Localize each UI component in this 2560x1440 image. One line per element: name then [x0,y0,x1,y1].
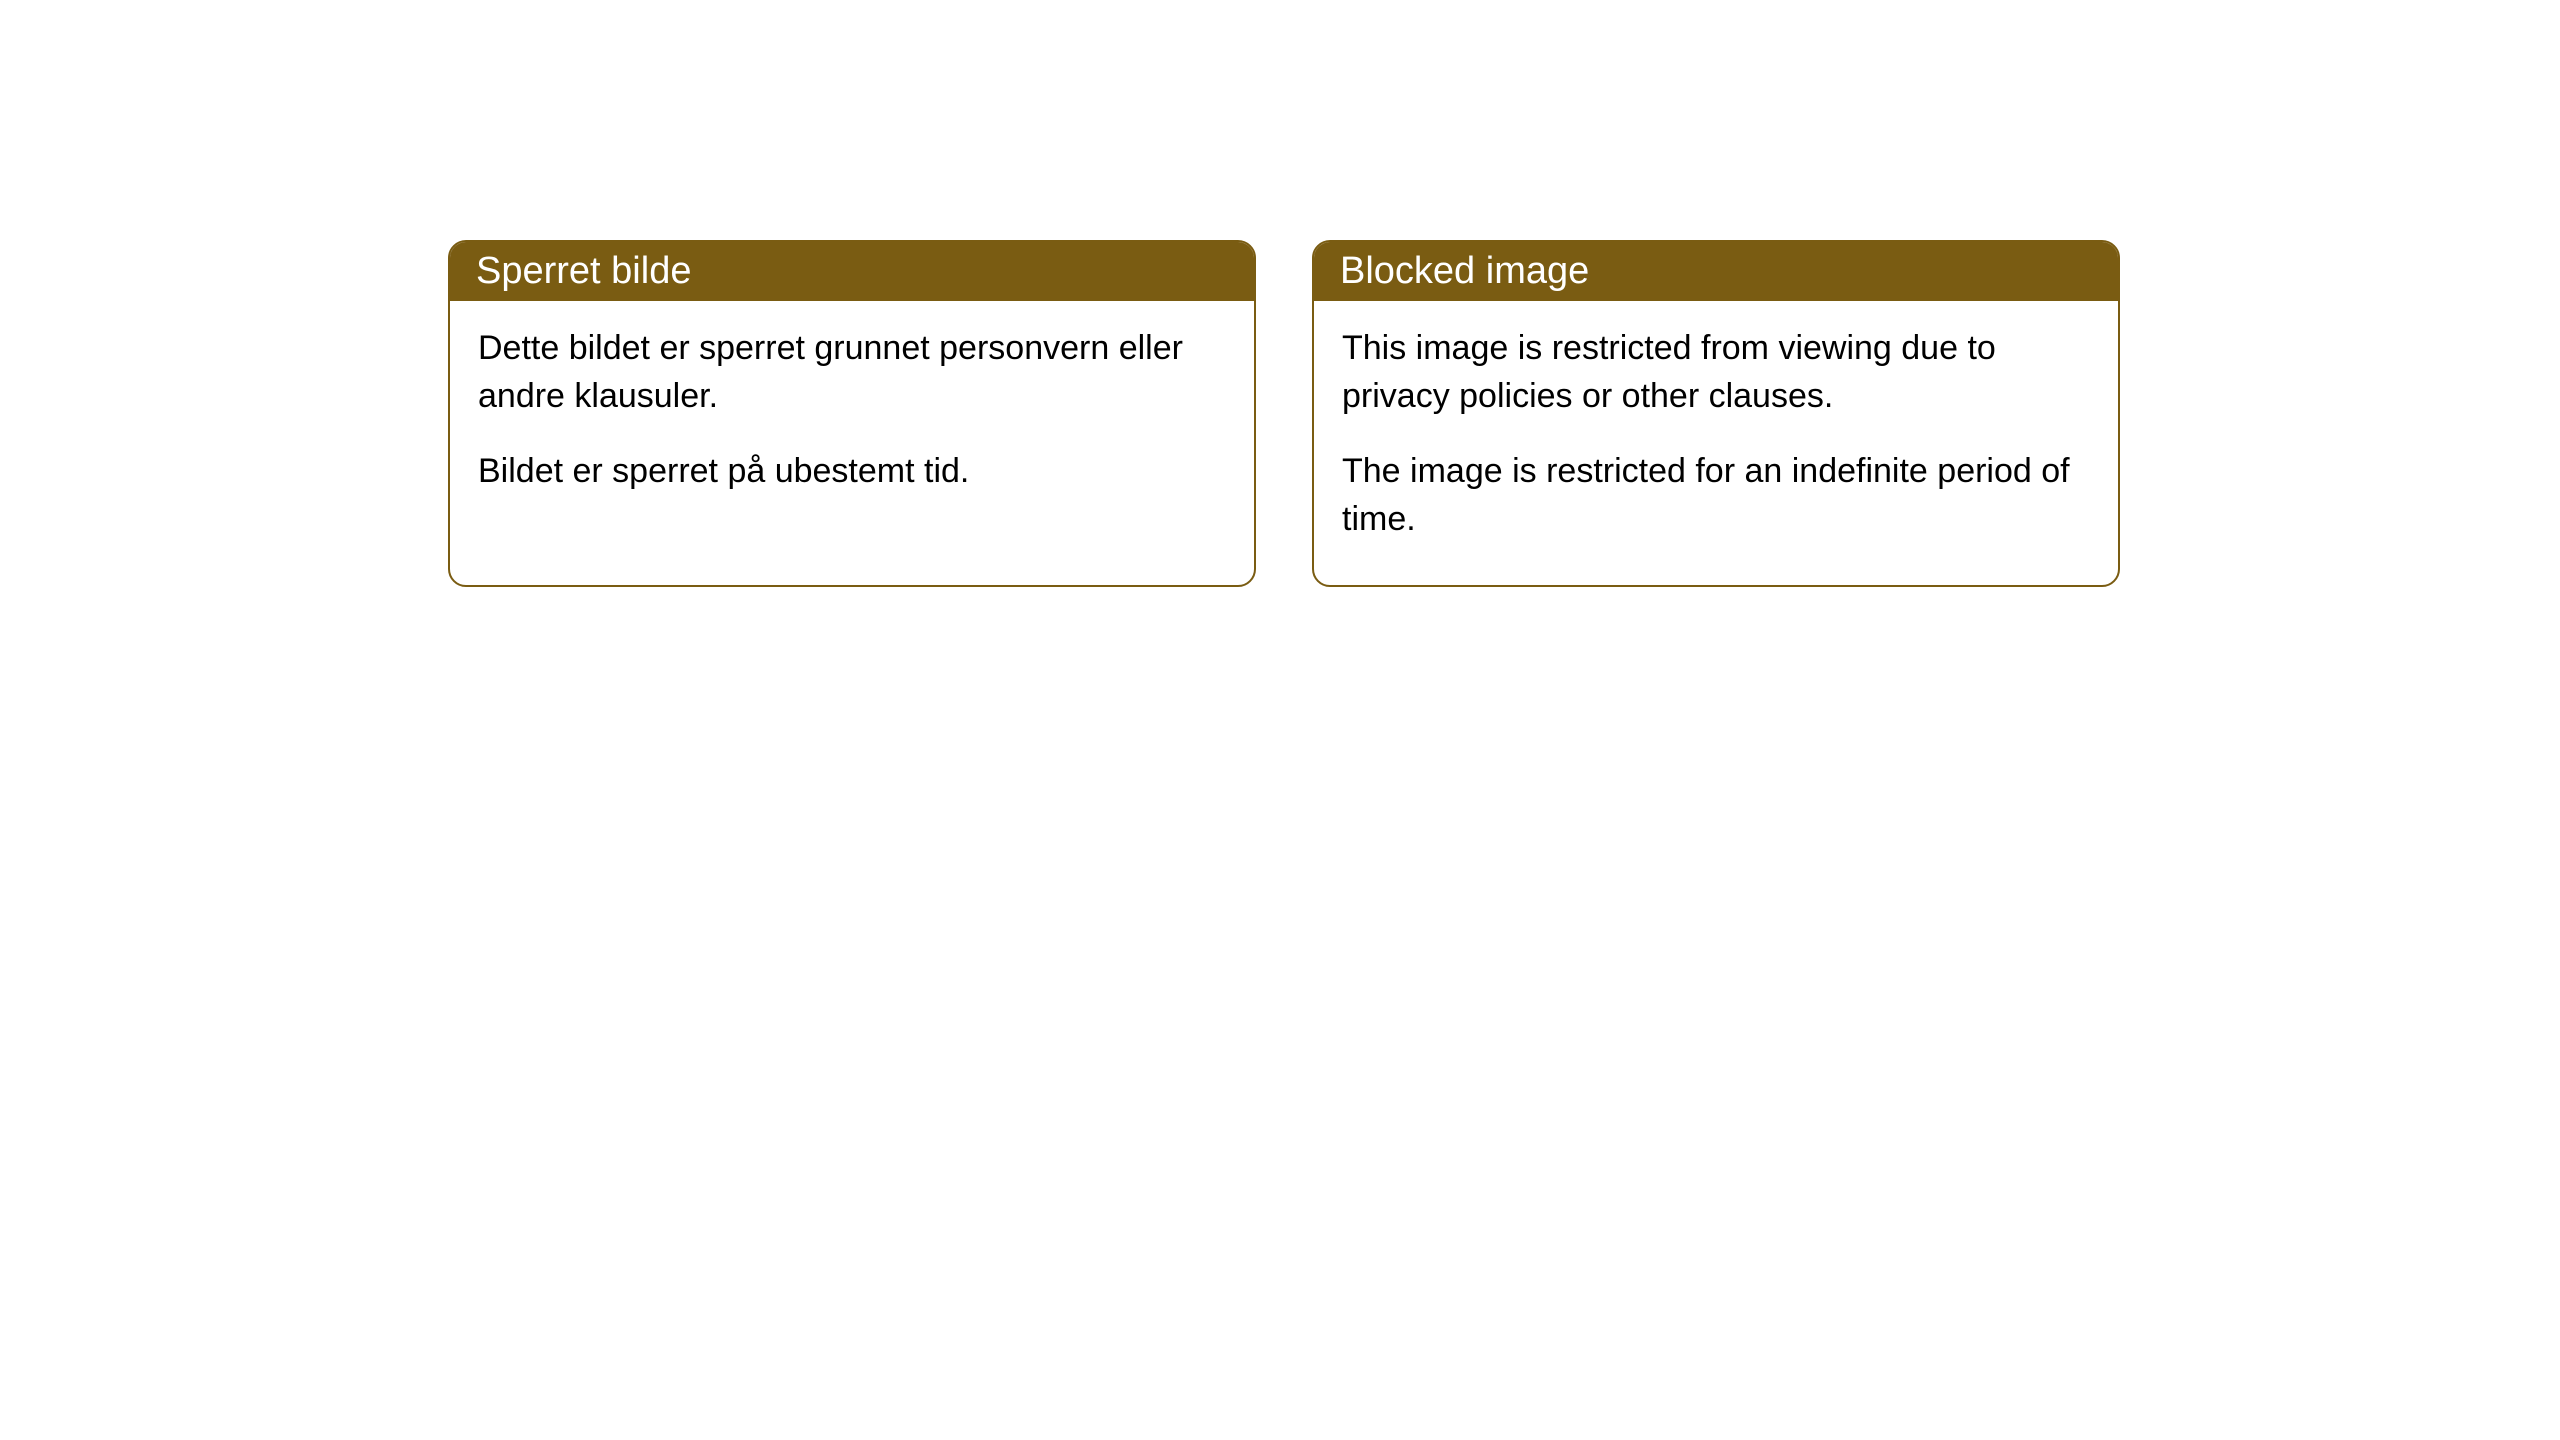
card-title: Blocked image [1340,250,1589,292]
card-header-norwegian: Sperret bilde [450,242,1254,301]
blocked-image-card-english: Blocked image This image is restricted f… [1312,240,2120,587]
card-paragraph-2: Bildet er sperret på ubestemt tid. [478,448,1226,496]
card-header-english: Blocked image [1314,242,2118,301]
card-paragraph-2: The image is restricted for an indefinit… [1342,448,2090,543]
card-title: Sperret bilde [476,250,691,292]
card-paragraph-1: This image is restricted from viewing du… [1342,325,2090,420]
notice-cards-container: Sperret bilde Dette bildet er sperret gr… [448,240,2120,587]
card-body-english: This image is restricted from viewing du… [1314,301,2118,585]
card-paragraph-1: Dette bildet er sperret grunnet personve… [478,325,1226,420]
blocked-image-card-norwegian: Sperret bilde Dette bildet er sperret gr… [448,240,1256,587]
card-body-norwegian: Dette bildet er sperret grunnet personve… [450,301,1254,538]
